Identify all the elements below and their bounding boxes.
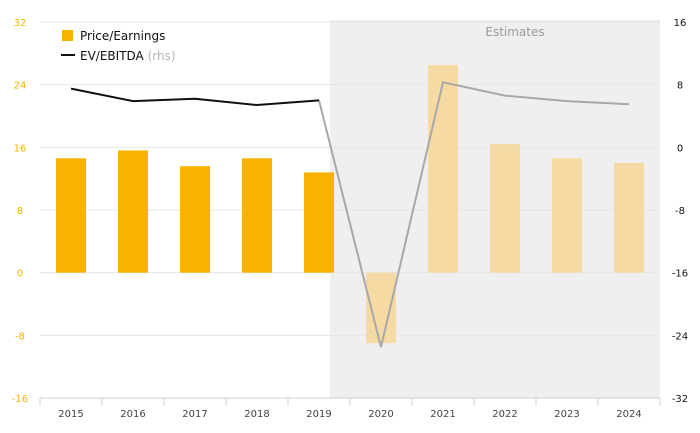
legend: Price/Earnings EV/EBITDA (rhs): [61, 29, 176, 63]
x-tick-label: 2018: [244, 409, 269, 420]
estimates-label: Estimates: [485, 25, 544, 39]
x-tick-label: 2023: [554, 409, 579, 420]
right-tick-label: 8: [677, 81, 683, 92]
legend-swatch-price-earnings: [62, 30, 73, 41]
legend-label-ev-ebitda: EV/EBITDA: [80, 49, 145, 63]
line-series-ev-ebitda: [70, 81, 630, 348]
svg-text:EV/EBITDA (rhs): EV/EBITDA (rhs): [80, 49, 176, 63]
left-tick-label: 24: [14, 81, 27, 92]
bar-series-price-earnings: [56, 65, 644, 344]
right-tick-label: -24: [672, 331, 688, 342]
x-axis: 2015 2016 2017 2018 2019 2020 2021 2022 2023 2024: [39, 397, 661, 420]
bar-price-earnings-2021: [428, 65, 458, 273]
left-tick-label: -8: [15, 331, 25, 342]
x-tick-label: 2017: [182, 409, 207, 420]
right-tick-label: -32: [672, 394, 688, 405]
right-axis-ticks: 16 8 0 -8 -16 -24 -32: [672, 18, 688, 405]
left-tick-label: 32: [14, 18, 27, 29]
right-tick-label: 0: [677, 143, 683, 154]
bar-price-earnings-2015: [56, 158, 86, 273]
bar-price-earnings-2024: [614, 163, 644, 273]
x-tick-label: 2015: [58, 409, 83, 420]
legend-label-price-earnings: Price/Earnings: [80, 29, 165, 43]
bar-price-earnings-2022: [490, 144, 520, 273]
left-tick-label: 8: [17, 206, 23, 217]
legend-label-rhs: (rhs): [148, 49, 176, 63]
right-tick-label: -8: [675, 206, 685, 217]
x-tick-label: 2022: [492, 409, 517, 420]
line-ev-ebitda-actual: [70, 87, 320, 107]
left-tick-label: 16: [14, 143, 27, 154]
bar-price-earnings-2018: [242, 158, 272, 273]
bar-price-earnings-2019: [304, 172, 334, 273]
line-ev-ebitda-estimates: [318, 81, 630, 348]
left-tick-label: -16: [12, 394, 28, 405]
x-tick-label: 2024: [616, 409, 641, 420]
bar-price-earnings-2016: [118, 150, 148, 273]
right-tick-label: -16: [672, 269, 688, 280]
bar-price-earnings-2023: [552, 158, 582, 273]
left-tick-label: 0: [17, 269, 23, 280]
x-tick-label: 2016: [120, 409, 145, 420]
right-tick-label: 16: [674, 18, 687, 29]
bar-price-earnings-2017: [180, 166, 210, 273]
x-tick-label: 2019: [306, 409, 331, 420]
x-tick-label: 2020: [368, 409, 393, 420]
x-tick-label: 2021: [430, 409, 455, 420]
left-axis-ticks: 32 24 16 8 0 -8 -16: [12, 18, 28, 405]
